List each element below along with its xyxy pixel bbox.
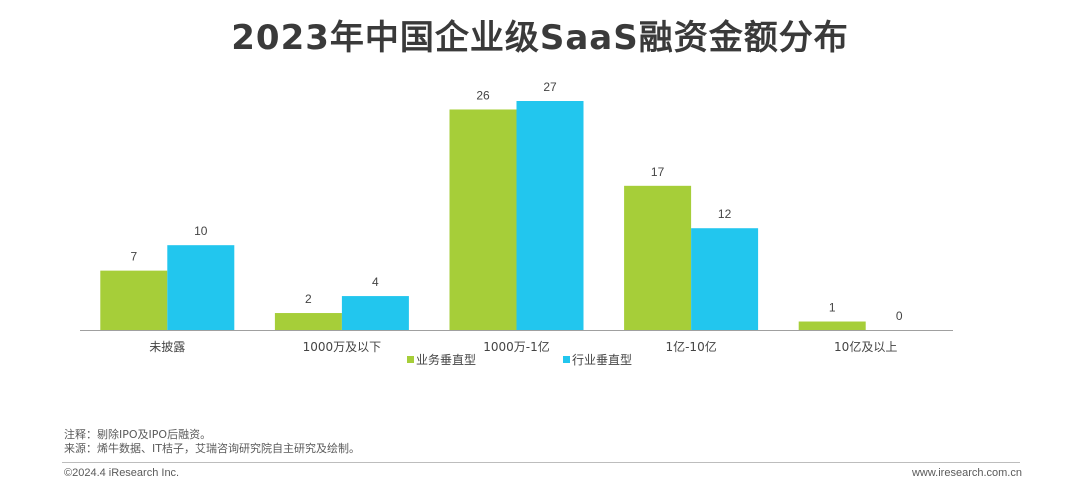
copyright-text: ©2024.4 iResearch Inc. xyxy=(64,467,180,479)
legend-label: 行业垂直型 xyxy=(572,353,632,367)
bar xyxy=(691,228,759,330)
data-label: 0 xyxy=(896,309,903,323)
bar xyxy=(274,313,342,330)
x-tick-label: 1000万-1亿 xyxy=(483,339,550,354)
legend-swatch xyxy=(407,356,414,363)
x-tick-label: 1000万及以下 xyxy=(303,340,382,354)
x-tick-label: 1亿-10亿 xyxy=(665,339,716,354)
bar xyxy=(449,109,517,331)
data-label: 17 xyxy=(651,165,665,179)
x-tick-label: 未披露 xyxy=(149,340,185,354)
bar xyxy=(798,321,866,330)
data-label: 12 xyxy=(718,207,732,221)
data-label: 4 xyxy=(372,275,379,289)
data-label: 26 xyxy=(476,88,490,102)
data-label: 27 xyxy=(543,80,557,94)
bar-chart: 710未披露241000万及以下26271000万-1亿17121亿-10亿10… xyxy=(80,80,953,367)
footer-divider xyxy=(62,462,1020,463)
legend-label: 业务垂直型 xyxy=(416,352,476,367)
website-url: www.iresearch.com.cn xyxy=(911,467,1022,479)
data-label: 1 xyxy=(829,301,836,315)
data-label: 7 xyxy=(130,250,137,264)
legend-swatch xyxy=(563,356,570,363)
data-label: 10 xyxy=(194,224,208,238)
data-label: 2 xyxy=(305,292,312,306)
bar xyxy=(341,296,409,330)
bar xyxy=(100,270,168,330)
bar xyxy=(167,245,235,330)
source-line: 来源：烯牛数据、IT桔子，艾瑞咨询研究院自主研究及绘制。 xyxy=(64,442,360,455)
chart-title: 2023年中国企业级SaaS融资金额分布 xyxy=(231,18,849,58)
bar xyxy=(516,101,584,330)
note-line: 注释：剔除IPO及IPO后融资。 xyxy=(64,428,212,441)
x-tick-label: 10亿及以上 xyxy=(834,339,897,354)
bar xyxy=(624,185,692,330)
chart-notes: 注释：剔除IPO及IPO后融资。 来源：烯牛数据、IT桔子，艾瑞咨询研究院自主研… xyxy=(64,428,360,456)
